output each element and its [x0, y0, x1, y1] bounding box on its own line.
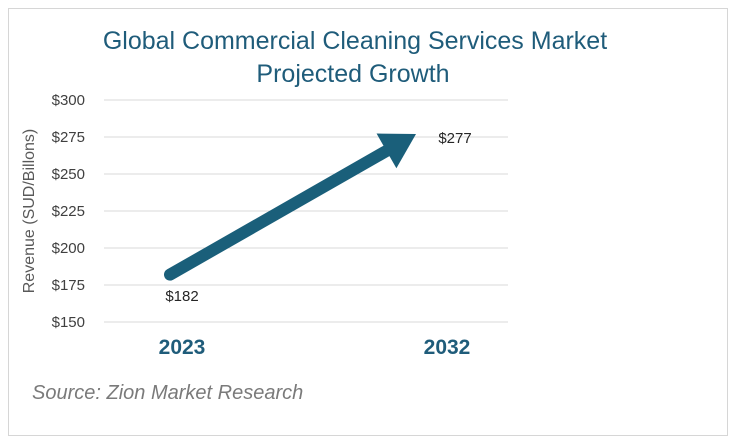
series-line — [164, 143, 395, 281]
chart-title-line-1: Global Commercial Cleaning Services Mark… — [102, 27, 608, 55]
chart-frame — [8, 8, 728, 436]
y-tick-label: $250 — [52, 166, 85, 183]
x-tick-label-2032: 2032 — [424, 336, 471, 359]
y-tick-label: $300 — [52, 92, 85, 109]
y-tick-labels: $150 $175 $200 $225 $250 $275 $300 — [52, 92, 85, 331]
arrow-head — [376, 133, 416, 169]
y-tick-label: $175 — [52, 277, 85, 294]
chart-title-line-2: Projected Growth — [256, 60, 450, 88]
gridlines — [104, 99, 508, 323]
data-labels: $182 $277 — [165, 130, 471, 305]
y-tick-label: $225 — [52, 203, 85, 220]
source-note: Source: Zion Market Research — [32, 382, 304, 404]
x-tick-labels: 2023 2032 — [159, 336, 471, 359]
x-tick-label-2023: 2023 — [159, 336, 206, 359]
series-arrow — [164, 133, 416, 281]
y-axis-label: Revenue (SUD/Billons) — [21, 129, 38, 294]
y-tick-label: $275 — [52, 129, 85, 146]
chart-title: Global Commercial Cleaning Services Mark… — [0, 25, 738, 91]
data-label-2032: $277 — [438, 130, 471, 147]
y-tick-label: $200 — [52, 240, 85, 257]
data-label-2023: $182 — [165, 288, 198, 305]
y-tick-label: $150 — [52, 314, 85, 331]
